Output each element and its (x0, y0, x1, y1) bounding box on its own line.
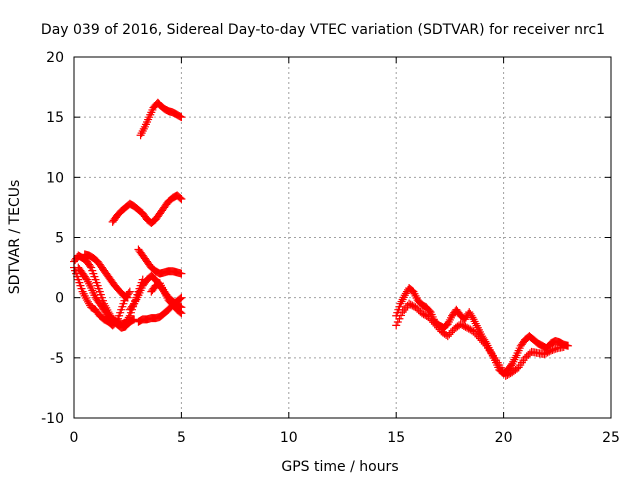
data-point (125, 287, 134, 296)
x-tick-label: 0 (70, 430, 79, 446)
x-tick-label: 5 (177, 430, 186, 446)
data-point (395, 314, 404, 323)
y-tick-label: 15 (46, 110, 64, 126)
data-point (559, 343, 568, 352)
axis-ticks: 0 5 10 15 20 25 -10 -5 0 5 10 15 20 (41, 50, 620, 446)
data-point (177, 309, 186, 318)
data-point (176, 112, 185, 121)
series-arc-2 (108, 191, 186, 228)
y-tick-label: 5 (55, 231, 64, 247)
data-point (480, 339, 489, 348)
data-points (70, 98, 573, 380)
chart-title: Day 039 of 2016, Sidereal Day-to-day VTE… (41, 22, 605, 38)
y-tick-label: -10 (41, 411, 64, 427)
data-point (86, 262, 95, 271)
data-point (177, 194, 186, 203)
series-arc-12 (392, 299, 568, 380)
series-arc-7 (134, 245, 186, 278)
y-axis-label: SDTVAR / TECUs (7, 180, 23, 295)
data-point (564, 341, 573, 350)
x-axis-label: GPS time / hours (281, 459, 398, 475)
data-point (122, 293, 131, 302)
series-arc-6 (80, 250, 132, 302)
data-point (176, 308, 185, 317)
data-point (124, 313, 133, 322)
data-point (176, 294, 185, 303)
x-tick-label: 25 (602, 430, 620, 446)
series-arc-1 (136, 98, 186, 140)
series-arc-10 (147, 279, 186, 318)
data-point (176, 194, 185, 203)
x-tick-label: 10 (280, 430, 298, 446)
data-point (123, 293, 132, 302)
data-point (177, 113, 186, 122)
y-tick-label: 0 (55, 291, 64, 307)
x-tick-label: 15 (387, 430, 405, 446)
data-point (397, 311, 406, 320)
data-point (177, 293, 186, 302)
y-tick-label: 20 (46, 50, 64, 66)
x-tick-label: 20 (495, 430, 513, 446)
y-tick-label: 10 (46, 170, 64, 186)
data-point (177, 269, 186, 278)
data-point (129, 315, 138, 324)
data-point (392, 321, 401, 330)
y-tick-label: -5 (50, 351, 64, 367)
grid (74, 57, 611, 418)
data-point (393, 318, 402, 327)
